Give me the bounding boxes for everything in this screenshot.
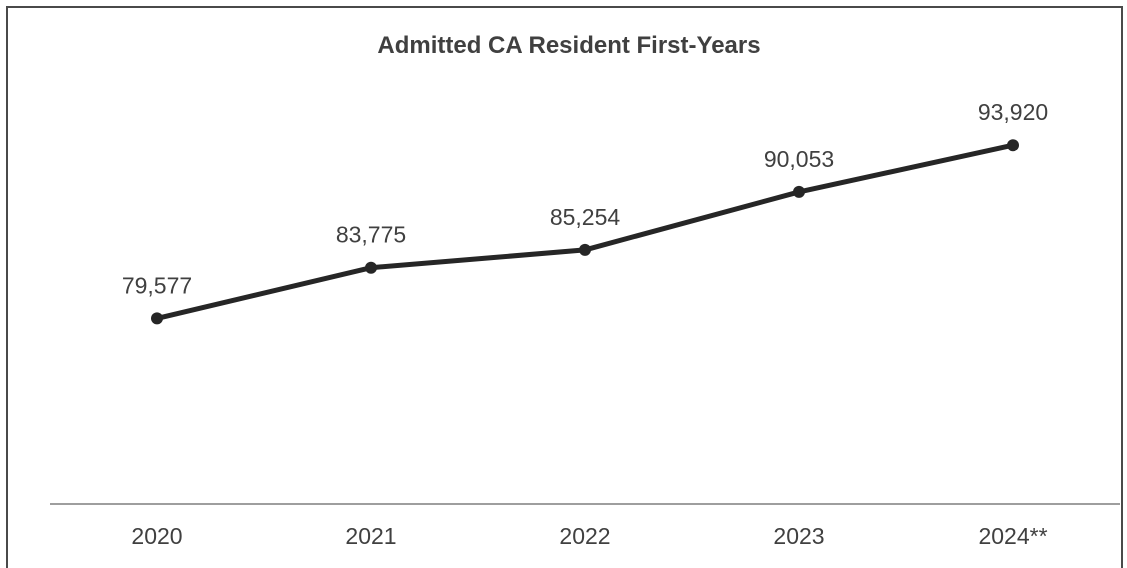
data-label-2023: 90,053	[764, 146, 834, 172]
x-tick-label-2022: 2022	[559, 523, 610, 549]
data-point-2021	[365, 261, 377, 274]
data-point-2022	[579, 243, 591, 256]
x-tick-label-2024: 2024**	[978, 523, 1047, 549]
data-point-2023	[793, 185, 805, 198]
data-label-2021: 83,775	[336, 222, 406, 248]
x-tick-label-2020: 2020	[131, 523, 182, 549]
x-tick-label-2023: 2023	[773, 523, 824, 549]
chart-title: Admitted CA Resident First-Years	[377, 32, 760, 59]
points-layer	[151, 139, 1019, 325]
data-point-2020	[151, 312, 163, 325]
x-tick-label-2021: 2021	[345, 523, 396, 549]
data-label-2020: 79,577	[122, 272, 192, 298]
data-point-2024	[1007, 139, 1019, 152]
data-label-2024: 93,920	[978, 99, 1048, 125]
x-tick-labels-layer: 2020 2021 2022 2023 2024**	[131, 523, 1047, 549]
data-labels-layer: 79,577 83,775 85,254 90,053 93,920	[122, 99, 1048, 298]
data-label-2022: 85,254	[550, 204, 621, 230]
chart-frame	[6, 6, 1123, 568]
series-line	[154, 142, 1016, 321]
